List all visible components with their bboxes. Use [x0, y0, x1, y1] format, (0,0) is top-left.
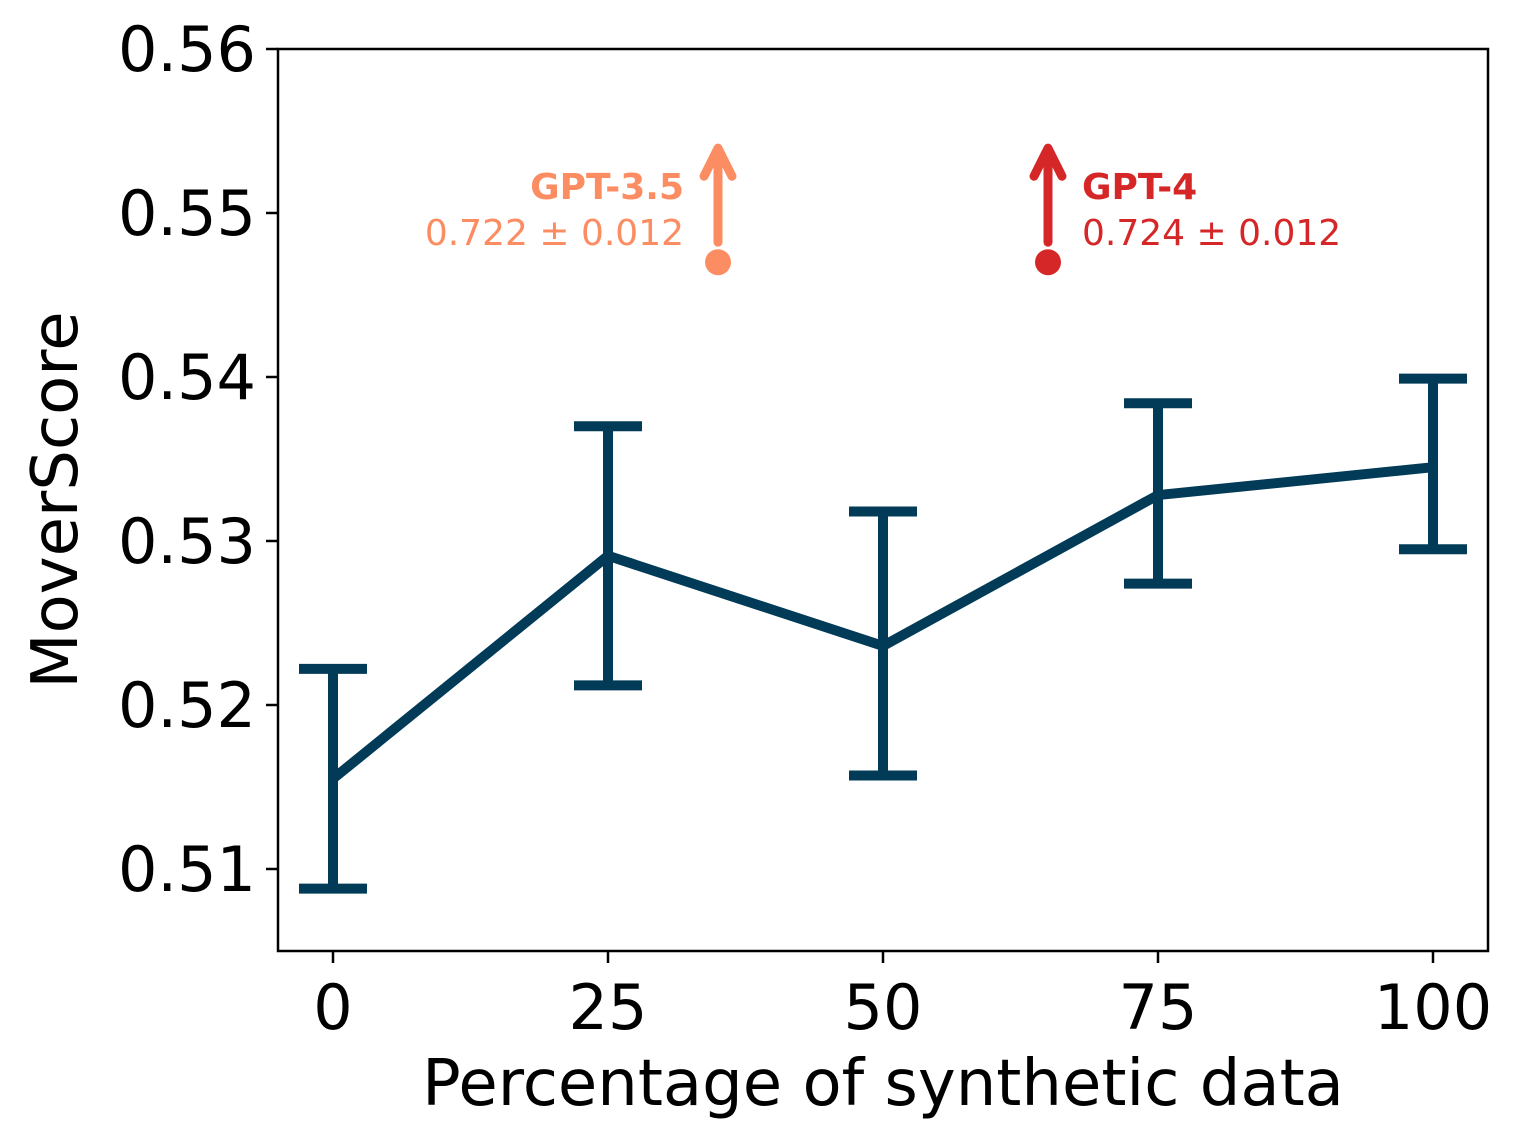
series-layer	[299, 373, 1467, 894]
annotation-gpt-4: GPT-4 0.724 ± 0.012	[1029, 143, 1341, 276]
x-axis-title: Percentage of synthetic data	[422, 1047, 1344, 1121]
annotation-marker	[1035, 249, 1061, 276]
data-point	[1432, 466, 1434, 469]
annotation-marker	[705, 249, 731, 276]
data-point	[607, 554, 609, 557]
x-tick-label: 75	[1119, 971, 1198, 1044]
y-tick-label: 0.54	[118, 341, 256, 414]
arrow-head	[699, 143, 737, 181]
annotation-value: 0.722 ± 0.012	[425, 213, 684, 254]
y-tick-label: 0.55	[118, 177, 256, 250]
y-tick-label: 0.52	[118, 669, 256, 742]
x-tick-label: 25	[569, 971, 648, 1044]
y-tick-label: 0.53	[118, 505, 256, 578]
annotation-layer: GPT-3.5 0.722 ± 0.012 GPT-4 0.724 ± 0.012	[425, 143, 1341, 276]
x-tick-label: 100	[1374, 971, 1492, 1044]
y-tick-label: 0.56	[118, 13, 256, 86]
arrow-head	[1029, 143, 1067, 181]
annotation-label: GPT-3.5	[530, 167, 684, 208]
data-point	[332, 777, 334, 780]
x-tick-label: 0	[313, 971, 352, 1044]
y-axis-title: MoverScore	[19, 311, 93, 688]
annotation-value: 0.724 ± 0.012	[1082, 213, 1341, 254]
plot-frame	[276, 47, 1490, 953]
x-axis: 0 25 50 75 100	[313, 951, 1492, 1044]
annotation-gpt-3-5: GPT-3.5 0.722 ± 0.012	[425, 143, 737, 276]
x-tick-label: 50	[844, 971, 923, 1044]
y-tick-label: 0.51	[118, 833, 256, 906]
annotation-label: GPT-4	[1082, 167, 1197, 208]
data-point	[882, 644, 884, 647]
y-axis: 0.51 0.52 0.53 0.54 0.55 0.56	[118, 13, 278, 906]
data-point	[1157, 494, 1159, 497]
